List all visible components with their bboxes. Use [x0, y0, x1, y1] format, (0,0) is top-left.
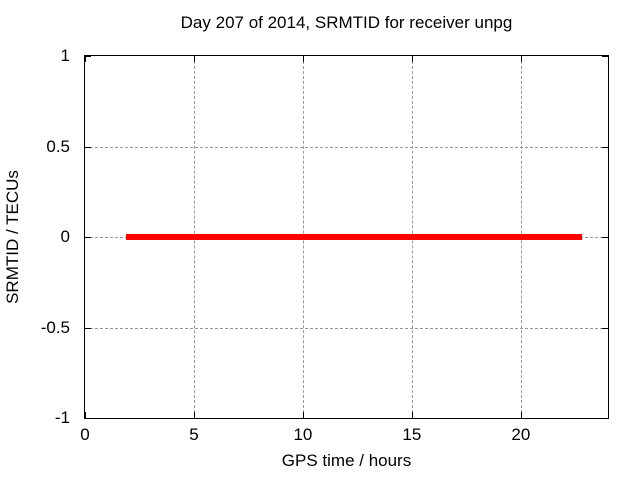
y-tick-label: -0.5: [40, 317, 70, 337]
horizontal-gridline: [85, 327, 608, 329]
x-tick-mark-top: [193, 56, 195, 62]
y-tick-mark-left: [85, 56, 91, 57]
y-tick-mark-right: [602, 146, 608, 148]
y-tick-label: 0.5: [46, 136, 70, 156]
chart-title: Day 207 of 2014, SRMTID for receiver unp…: [180, 13, 513, 32]
x-tick-mark-bottom: [302, 412, 304, 418]
plot-area: [84, 55, 609, 419]
y-tick-mark-left: [85, 146, 91, 148]
y-tick-mark-left: [85, 418, 91, 419]
x-tick-mark-top: [85, 56, 86, 62]
x-tick-mark-top: [302, 56, 304, 62]
x-tick-mark-bottom: [85, 412, 86, 418]
y-tick-label: -1: [54, 408, 70, 427]
x-tick-mark-bottom: [193, 412, 195, 418]
y-tick-label: 1: [60, 46, 70, 65]
x-tick-label: 10: [293, 425, 313, 444]
y-tick-mark-left: [85, 327, 91, 329]
y-tick-mark-right: [602, 418, 608, 419]
x-axis-label: GPS time / hours: [281, 451, 412, 470]
x-tick-mark-top: [520, 56, 522, 62]
x-tick-mark-bottom: [520, 412, 522, 418]
y-tick-mark-right: [602, 327, 608, 329]
x-tick-mark-bottom: [411, 412, 413, 418]
series-line-srmtid: [126, 234, 582, 240]
y-tick-mark-left: [85, 237, 91, 238]
y-tick-mark-right: [602, 56, 608, 57]
x-tick-mark-top: [411, 56, 413, 62]
x-tick-label: 0: [80, 425, 90, 444]
y-tick-label: 0: [60, 227, 70, 246]
horizontal-gridline: [85, 146, 608, 148]
x-tick-label: 15: [402, 425, 422, 444]
x-tick-label: 5: [189, 425, 199, 444]
y-tick-mark-right: [602, 237, 608, 238]
x-tick-label: 20: [511, 425, 531, 444]
